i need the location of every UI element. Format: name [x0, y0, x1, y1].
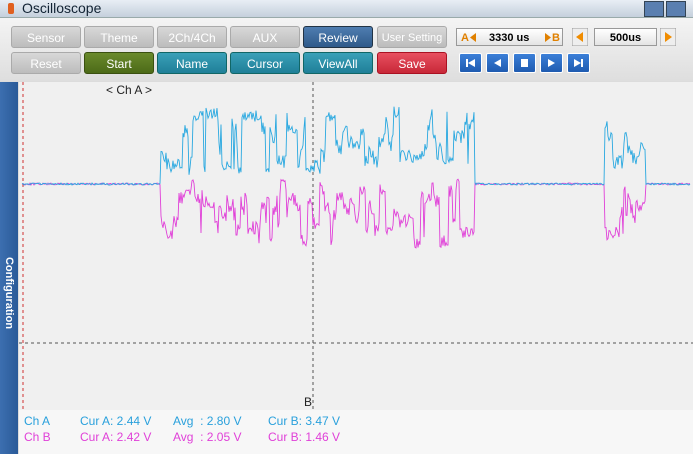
- toolbar-button[interactable]: Theme: [84, 26, 154, 48]
- toolbar-button[interactable]: User Setting: [377, 26, 447, 48]
- readout-channel: Ch A: [24, 414, 51, 428]
- side-panel[interactable]: Configuration: [0, 82, 18, 454]
- app-icon: [8, 3, 14, 14]
- toolbar-button[interactable]: 2Ch/4Ch: [157, 26, 227, 48]
- toolbar-button[interactable]: Review: [303, 26, 373, 48]
- title-bar: Oscilloscope: [0, 0, 693, 18]
- arrow: [470, 33, 476, 42]
- readout-avg: Avg : 2.80 V: [173, 414, 242, 428]
- first-button[interactable]: [459, 53, 482, 73]
- toolbar-button[interactable]: Cursor: [230, 52, 300, 74]
- readout-cur-a: Cur A: 2.42 V: [80, 430, 152, 444]
- toolbar-button[interactable]: Name: [157, 52, 227, 74]
- toolbar-button[interactable]: Save: [377, 52, 447, 74]
- toolbar-button[interactable]: ViewAll: [303, 52, 373, 74]
- arrow: [545, 33, 551, 42]
- readout-avg: Avg : 2.05 V: [173, 430, 242, 444]
- cursor-marker: B: [304, 395, 312, 409]
- waveform: [21, 106, 691, 186]
- window-button[interactable]: [666, 1, 686, 17]
- channel-label: < Ch A >: [106, 83, 152, 97]
- toolbar-button[interactable]: AUX: [230, 26, 300, 48]
- plot-area: [19, 82, 693, 410]
- plot: < Ch A > B: [19, 82, 693, 454]
- side-panel-label: Configuration: [3, 256, 15, 330]
- readout-cur-a: Cur A: 2.44 V: [80, 414, 152, 428]
- last-button[interactable]: [567, 53, 590, 73]
- window-title: Oscilloscope: [22, 0, 102, 16]
- prev-button[interactable]: [486, 53, 509, 73]
- timebase: 500us: [609, 32, 642, 44]
- toolbar-button[interactable]: Reset: [11, 52, 81, 74]
- stop-button[interactable]: [513, 53, 536, 73]
- toolbar-button[interactable]: Start: [84, 52, 154, 74]
- timebase-decrease[interactable]: [572, 28, 588, 46]
- cursor-b-label: B: [552, 32, 560, 44]
- readout-cur-b: Cur B: 3.47 V: [268, 414, 341, 428]
- window-button[interactable]: [644, 1, 664, 17]
- readout-area: [19, 410, 693, 454]
- cursor-a-label: A: [461, 32, 469, 44]
- readout-cur-b: Cur B: 1.46 V: [268, 430, 341, 444]
- cursor-time: 3330 us: [489, 32, 530, 44]
- toolbar-button[interactable]: Sensor: [11, 26, 81, 48]
- next-button[interactable]: [540, 53, 563, 73]
- timebase-box: 500us: [594, 28, 657, 46]
- cursor-time-box: A 3330 us B: [456, 28, 563, 46]
- readout-channel: Ch B: [24, 430, 51, 444]
- timebase-increase[interactable]: [660, 28, 676, 46]
